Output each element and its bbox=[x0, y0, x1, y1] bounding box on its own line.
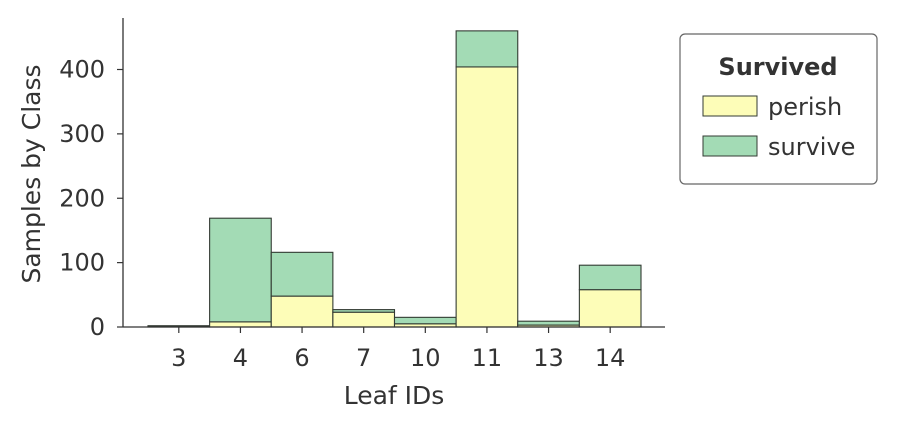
bar-survive-4 bbox=[209, 217, 272, 323]
bar-survive-7 bbox=[332, 309, 396, 313]
y-tick-label: 200 bbox=[59, 184, 105, 212]
bar-perish-14 bbox=[578, 289, 642, 328]
bar-perish-7 bbox=[332, 311, 396, 328]
bar-perish-11 bbox=[455, 66, 519, 328]
legend: Survived perish survive bbox=[679, 33, 878, 185]
bar-survive-14 bbox=[578, 264, 642, 291]
bar-survive-10 bbox=[393, 316, 457, 325]
bars-group bbox=[147, 30, 642, 328]
legend-swatch-survive bbox=[702, 135, 758, 157]
x-axis-label: Leaf IDs bbox=[344, 381, 445, 410]
x-tick-label: 3 bbox=[171, 344, 186, 372]
x-tick-label: 14 bbox=[595, 344, 626, 372]
bar-perish-6 bbox=[270, 295, 334, 328]
bar-survive-6 bbox=[270, 251, 334, 297]
x-tick-label: 4 bbox=[233, 344, 248, 372]
y-axis-label: Samples by Class bbox=[17, 64, 46, 283]
x-tick-label: 6 bbox=[294, 344, 309, 372]
legend-swatch-perish bbox=[702, 95, 758, 117]
y-tick-label: 400 bbox=[59, 56, 105, 84]
bar-survive-3 bbox=[147, 325, 211, 327]
y-tick-label: 300 bbox=[59, 120, 105, 148]
legend-label-survive: survive bbox=[768, 133, 855, 161]
x-tick-label: 11 bbox=[472, 344, 503, 372]
x-ticks-group: 3 4 6 7 10 11 13 14 bbox=[171, 327, 625, 372]
x-tick-label: 7 bbox=[356, 344, 371, 372]
y-tick-label: 0 bbox=[90, 313, 105, 341]
bar-survive-13 bbox=[517, 320, 580, 326]
x-tick-label: 13 bbox=[533, 344, 564, 372]
y-ticks-group: 0 100 200 300 400 bbox=[59, 56, 123, 341]
legend-title: Survived bbox=[718, 53, 837, 81]
bar-survive-11 bbox=[455, 30, 519, 68]
bar-perish-4 bbox=[209, 321, 272, 328]
y-tick-label: 100 bbox=[59, 249, 105, 277]
x-tick-label: 10 bbox=[410, 344, 441, 372]
legend-label-perish: perish bbox=[768, 93, 842, 121]
